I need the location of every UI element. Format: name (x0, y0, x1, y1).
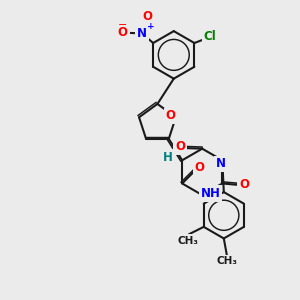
Text: +: + (147, 22, 154, 31)
Text: N: N (137, 27, 147, 40)
Text: NH: NH (201, 187, 220, 200)
Text: −: − (118, 20, 128, 30)
Text: O: O (166, 109, 176, 122)
Text: H: H (163, 151, 173, 164)
Text: CH₃: CH₃ (217, 256, 238, 266)
Text: Cl: Cl (203, 30, 216, 43)
Text: O: O (175, 140, 185, 153)
Text: O: O (239, 178, 249, 191)
Text: O: O (143, 10, 153, 23)
Text: O: O (194, 161, 204, 174)
Text: O: O (118, 26, 128, 39)
Text: N: N (216, 157, 226, 170)
Text: CH₃: CH₃ (178, 236, 199, 246)
